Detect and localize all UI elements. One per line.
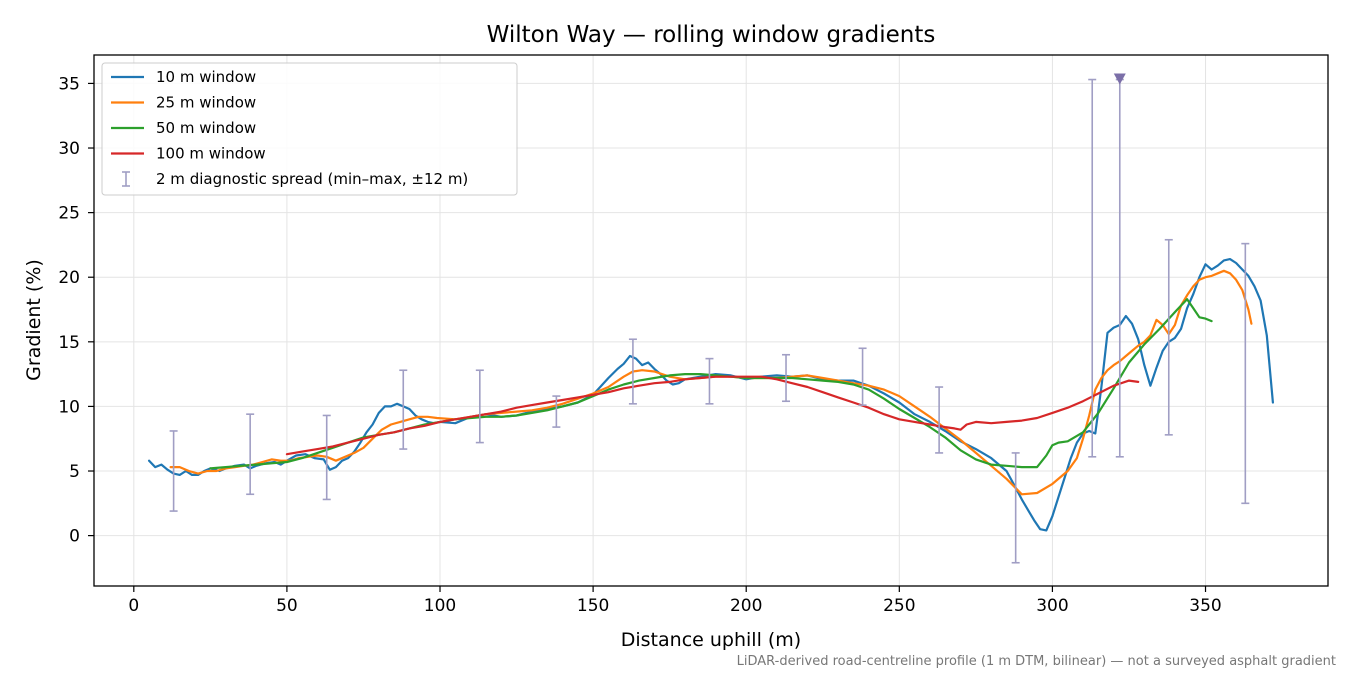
errorbar (858, 347, 867, 406)
y-tick-label: 15 (58, 333, 80, 353)
x-tick-label: 350 (1189, 596, 1221, 616)
x-tick-label: 50 (276, 596, 298, 616)
footnote: LiDAR-derived road-centreline profile (1… (737, 654, 1336, 669)
x-axis-label: Distance uphill (m) (621, 629, 801, 651)
y-tick-label: 35 (58, 74, 80, 94)
errorbar (1011, 452, 1020, 564)
errorbar (935, 386, 944, 454)
y-tick-label: 30 (58, 139, 80, 159)
legend-label: 100 m window (156, 145, 266, 163)
errorbar (1164, 238, 1173, 436)
errorbar (475, 369, 484, 444)
y-axis-label: Gradient (%) (23, 259, 45, 381)
x-tick-label: 200 (730, 596, 762, 616)
y-tick-label: 25 (58, 204, 80, 224)
series-layer (148, 258, 1275, 532)
errorbar (246, 413, 255, 496)
legend-label: 25 m window (156, 94, 256, 112)
errorbar (705, 357, 714, 405)
x-tick-label: 100 (424, 596, 456, 616)
chart-title: Wilton Way — rolling window gradients (487, 22, 936, 48)
x-tick-label: 250 (883, 596, 915, 616)
series-line-4 (285, 375, 1140, 456)
errorbar (169, 430, 178, 512)
legend: 10 m window 25 m window 50 m window 100 m w… (101, 62, 518, 196)
legend-label: 50 m window (156, 119, 256, 137)
errorbar (628, 338, 637, 405)
legend-box (101, 62, 518, 196)
errorbar (399, 369, 408, 450)
y-tick-label: 5 (69, 462, 80, 482)
peak-marker (1113, 73, 1126, 85)
legend-label: 2 m diagnostic spread (min–max, ±12 m) (156, 170, 468, 188)
errorbar-layer (169, 78, 1250, 564)
marker-layer (1113, 73, 1126, 85)
errorbar (1241, 242, 1250, 505)
errorbar (552, 395, 561, 428)
plot-frame (93, 54, 1329, 587)
legend-label: 10 m window (156, 68, 256, 86)
errorbar (1088, 78, 1097, 458)
x-tick-label: 0 (128, 596, 139, 616)
x-tick-label: 300 (1036, 596, 1068, 616)
y-tick-label: 0 (69, 527, 80, 547)
x-tick-label: 150 (577, 596, 609, 616)
axis-ticks: 0 50 100 150 200 250 300 350 0 5 10 15 20 25 30 35 (58, 74, 1221, 616)
y-tick-label: 10 (58, 397, 80, 417)
errorbar (782, 353, 791, 403)
y-tick-label: 20 (58, 268, 80, 288)
errorbar (322, 414, 331, 501)
